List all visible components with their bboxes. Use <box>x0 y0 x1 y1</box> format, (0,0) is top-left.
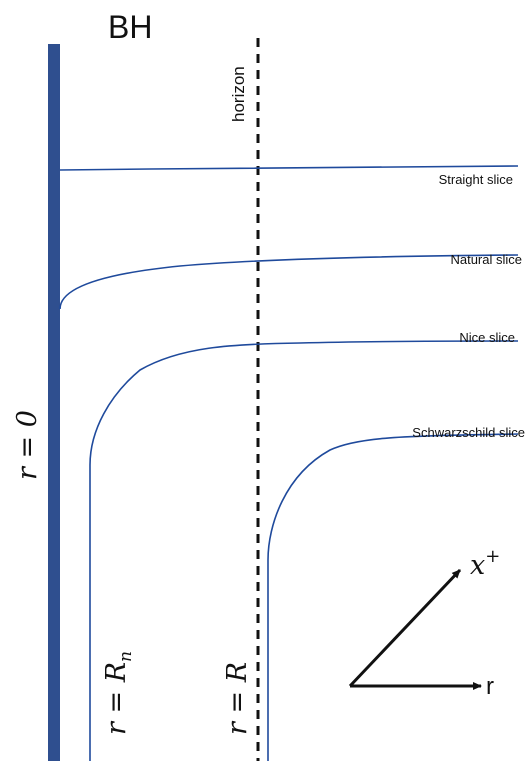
nice-slice-curve <box>89 340 519 761</box>
natural-slice-curve <box>59 254 519 310</box>
r-r-label: r = R <box>222 662 253 735</box>
r-rn-main: r = R <box>101 662 132 735</box>
x-plus-axis-arrow <box>348 568 462 688</box>
horizon-label: horizon <box>229 66 248 122</box>
x-axis-superscript: + <box>485 546 500 567</box>
nice-slice-label: Nice slice <box>459 330 515 345</box>
r-axis-label: r <box>486 673 494 700</box>
straight-slice-label: Straight slice <box>439 172 513 187</box>
singularity-bar <box>48 44 60 761</box>
natural-slice-label: Natural slice <box>450 252 522 267</box>
x-plus-axis-label: x+ <box>470 546 500 581</box>
schwarzschild-slice-label: Schwarzschild slice <box>412 425 525 440</box>
r-rn-subscript: n <box>116 651 136 662</box>
bh-label: BH <box>108 9 152 45</box>
straight-slice-curve <box>59 165 519 171</box>
schwarzschild-slice-curve <box>267 433 519 761</box>
x-axis-main: x <box>470 550 485 581</box>
r-rn-label: r = Rn <box>101 651 136 735</box>
r-zero-label: r = 0 <box>12 410 43 480</box>
